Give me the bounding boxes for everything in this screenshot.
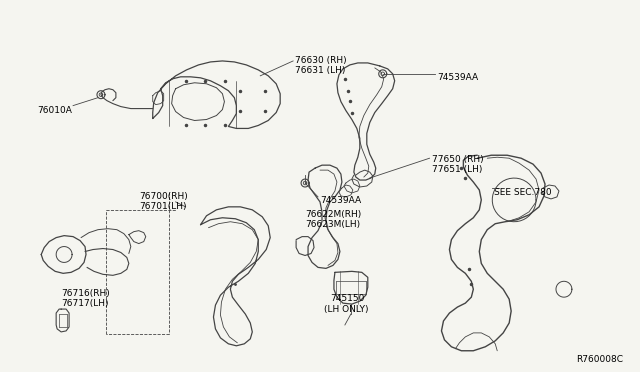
Text: 76631 (LH): 76631 (LH) [295,66,346,75]
Text: 76623M(LH): 76623M(LH) [305,220,360,229]
Text: 76622M(RH): 76622M(RH) [305,210,362,219]
Text: 74539AA: 74539AA [438,73,479,82]
Text: 76700(RH): 76700(RH) [139,192,188,201]
Text: R760008C: R760008C [576,355,623,364]
Text: SEE SEC.780: SEE SEC.780 [494,188,552,197]
Text: 77651 (LH): 77651 (LH) [431,165,482,174]
Text: 76717(LH): 76717(LH) [61,299,109,308]
Text: 76630 (RH): 76630 (RH) [295,56,347,65]
Text: 77650 (RH): 77650 (RH) [431,155,483,164]
Text: 74539AA: 74539AA [320,196,361,205]
Text: 76716(RH): 76716(RH) [61,289,110,298]
Text: 745150: 745150 [330,294,364,303]
Text: 76701(LH): 76701(LH) [139,202,186,211]
Text: (LH ONLY): (LH ONLY) [324,305,369,314]
Text: 76010A: 76010A [37,106,72,115]
